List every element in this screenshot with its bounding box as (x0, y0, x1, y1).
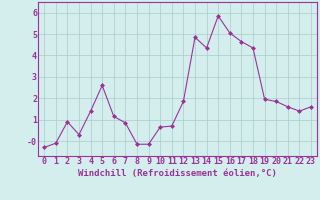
X-axis label: Windchill (Refroidissement éolien,°C): Windchill (Refroidissement éolien,°C) (78, 169, 277, 178)
